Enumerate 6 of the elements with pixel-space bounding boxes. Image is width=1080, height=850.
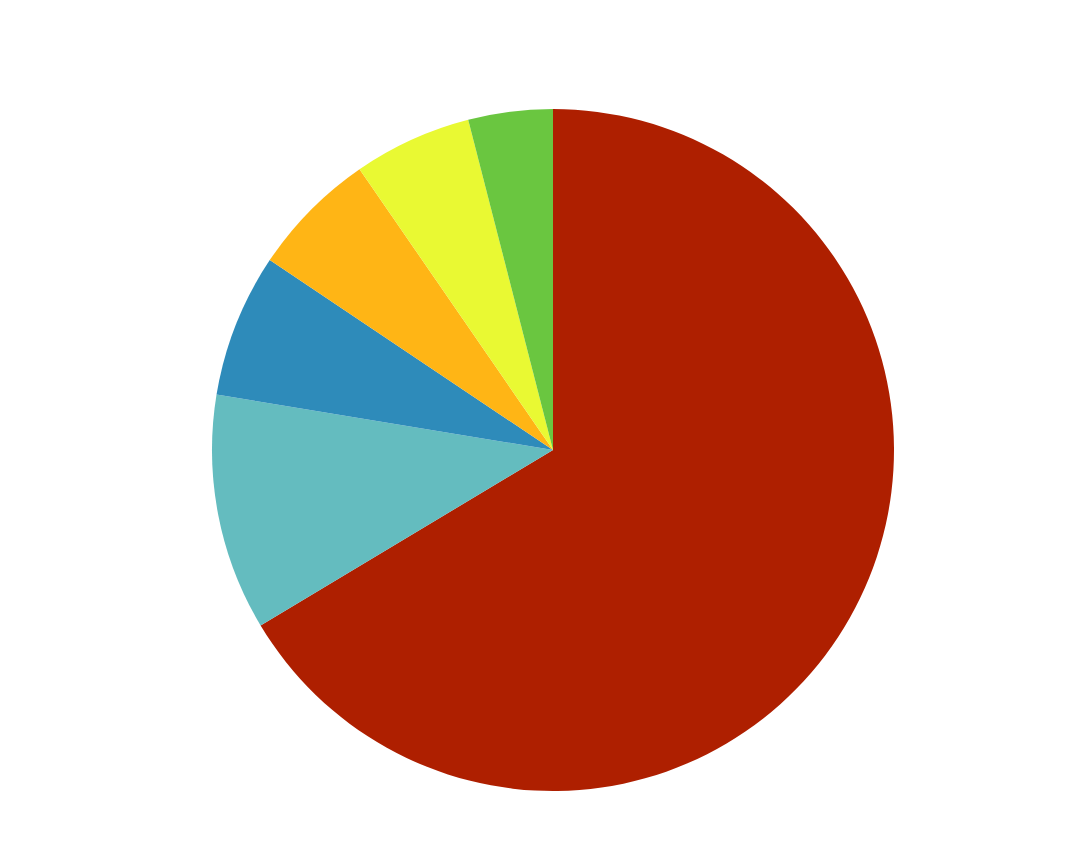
pie-slice xyxy=(212,394,553,626)
pie-slice xyxy=(269,169,553,450)
pie-slice xyxy=(260,109,894,791)
pie-slice xyxy=(216,260,553,450)
pie-slice xyxy=(468,109,553,450)
pie-slice xyxy=(359,119,553,450)
